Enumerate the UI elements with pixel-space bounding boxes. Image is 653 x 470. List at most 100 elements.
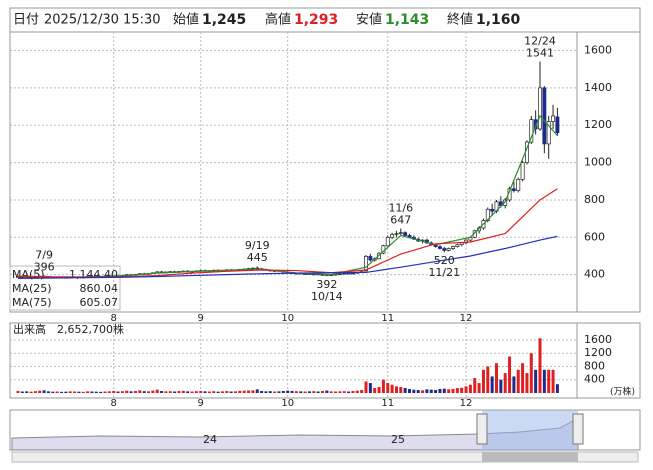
volume-bar <box>147 391 150 393</box>
volume-bar <box>468 384 472 393</box>
price-panel <box>9 31 641 313</box>
annotation-date: 10/14 <box>311 290 343 303</box>
candle-body <box>346 272 351 275</box>
volume-bar <box>425 389 429 393</box>
volume-bar <box>303 391 307 393</box>
y-tick-label: 800 <box>584 193 605 206</box>
candle-body <box>516 179 521 191</box>
high-label: 高値 <box>265 12 291 28</box>
legend-value: 860.04 <box>80 282 119 295</box>
volume-bar <box>286 390 290 393</box>
candle-body <box>546 121 551 145</box>
volume-bar <box>429 389 433 393</box>
volume-bar <box>542 369 546 393</box>
candle-body <box>403 232 408 236</box>
volume-bar <box>477 383 481 393</box>
volume-bar <box>38 390 42 393</box>
volume-bar <box>112 391 116 393</box>
navigator-handle-right[interactable] <box>572 413 584 445</box>
navigator-window[interactable] <box>482 410 578 450</box>
volume-bar <box>351 391 355 393</box>
volume-bar <box>329 391 333 393</box>
annotation-value: 392 <box>316 278 337 291</box>
volume-bar <box>408 389 411 393</box>
header-box <box>9 7 641 33</box>
volume-tick-label: 400 <box>584 373 605 386</box>
volume-bar <box>173 391 177 393</box>
volume-bar <box>421 390 425 393</box>
volume-bar <box>360 390 364 393</box>
scrollbar[interactable] <box>11 451 639 463</box>
volume-bar <box>247 390 251 393</box>
candle-body <box>351 272 355 275</box>
volume-bar <box>412 389 416 393</box>
volume-bar <box>364 381 368 393</box>
volume-bar <box>242 390 246 393</box>
volume-bar <box>264 391 268 393</box>
scrollbar-thumb[interactable] <box>482 452 578 462</box>
candle-body <box>342 272 347 275</box>
volume-bar <box>220 391 224 393</box>
volume-bar <box>403 388 407 393</box>
candle-body <box>520 162 525 180</box>
candle-body <box>455 244 460 247</box>
volume-bar <box>307 391 311 393</box>
navigator-handle-left[interactable] <box>476 413 488 445</box>
annotation-value: 520 <box>434 254 455 267</box>
volume-bar <box>499 379 503 393</box>
legend-name: MA(75) <box>12 296 52 309</box>
volume-bar <box>460 387 464 393</box>
volume-bar <box>238 390 242 393</box>
volume-bar <box>312 391 316 393</box>
open-label: 始値 <box>173 12 199 28</box>
volume-bar <box>342 391 346 393</box>
volume-bar <box>321 391 324 393</box>
x-tick-label: 9 <box>198 313 204 324</box>
volume-bar <box>199 391 203 393</box>
volume-bar <box>125 390 129 393</box>
volume-bar <box>51 391 55 393</box>
volume-bar <box>503 373 507 393</box>
volume-bar <box>55 391 59 393</box>
open: 1,245 <box>202 12 246 28</box>
legend-name: MA(25) <box>12 282 52 295</box>
volume-bar <box>68 391 72 393</box>
volume-bar <box>251 390 255 393</box>
candle-body <box>538 87 542 130</box>
volume-bar <box>416 390 420 393</box>
close-label: 終値 <box>447 12 473 28</box>
volume-bar <box>551 369 555 393</box>
ma-line <box>17 235 558 279</box>
volume-bar <box>373 388 377 393</box>
volume-bar <box>107 391 111 393</box>
candle-body <box>337 273 342 276</box>
volume-bar <box>229 391 233 393</box>
volume-bar <box>316 391 320 393</box>
volume-bar <box>555 384 559 393</box>
x-tick-label: 8 <box>111 313 117 324</box>
volume-bar <box>451 389 455 393</box>
navigator-label: 24 <box>203 433 217 446</box>
volume-bar <box>129 391 133 393</box>
volume-bar <box>525 373 529 393</box>
x-tick-label: 11 <box>381 313 394 324</box>
x-tick-label: 10 <box>281 313 294 324</box>
volume-bar <box>138 390 142 393</box>
volume-bar <box>512 376 516 393</box>
volume-bar <box>120 391 124 393</box>
candle-body <box>542 87 547 145</box>
volume-bar <box>438 389 442 393</box>
volume-bar <box>394 386 398 393</box>
candle-body <box>464 239 469 244</box>
volume-bar <box>268 391 272 393</box>
volume-bar <box>133 391 137 393</box>
x-tick-label: 9 <box>198 398 204 409</box>
x-tick-label: 11 <box>381 398 394 409</box>
volume-unit: (万株) <box>610 386 635 398</box>
volume-bar <box>495 363 498 393</box>
volume-bar <box>234 391 237 393</box>
candle-body <box>446 248 451 251</box>
annotation-date: 11/6 <box>388 202 413 215</box>
volume-last: 2,652,700株 <box>57 322 124 336</box>
candle-body <box>555 116 560 134</box>
